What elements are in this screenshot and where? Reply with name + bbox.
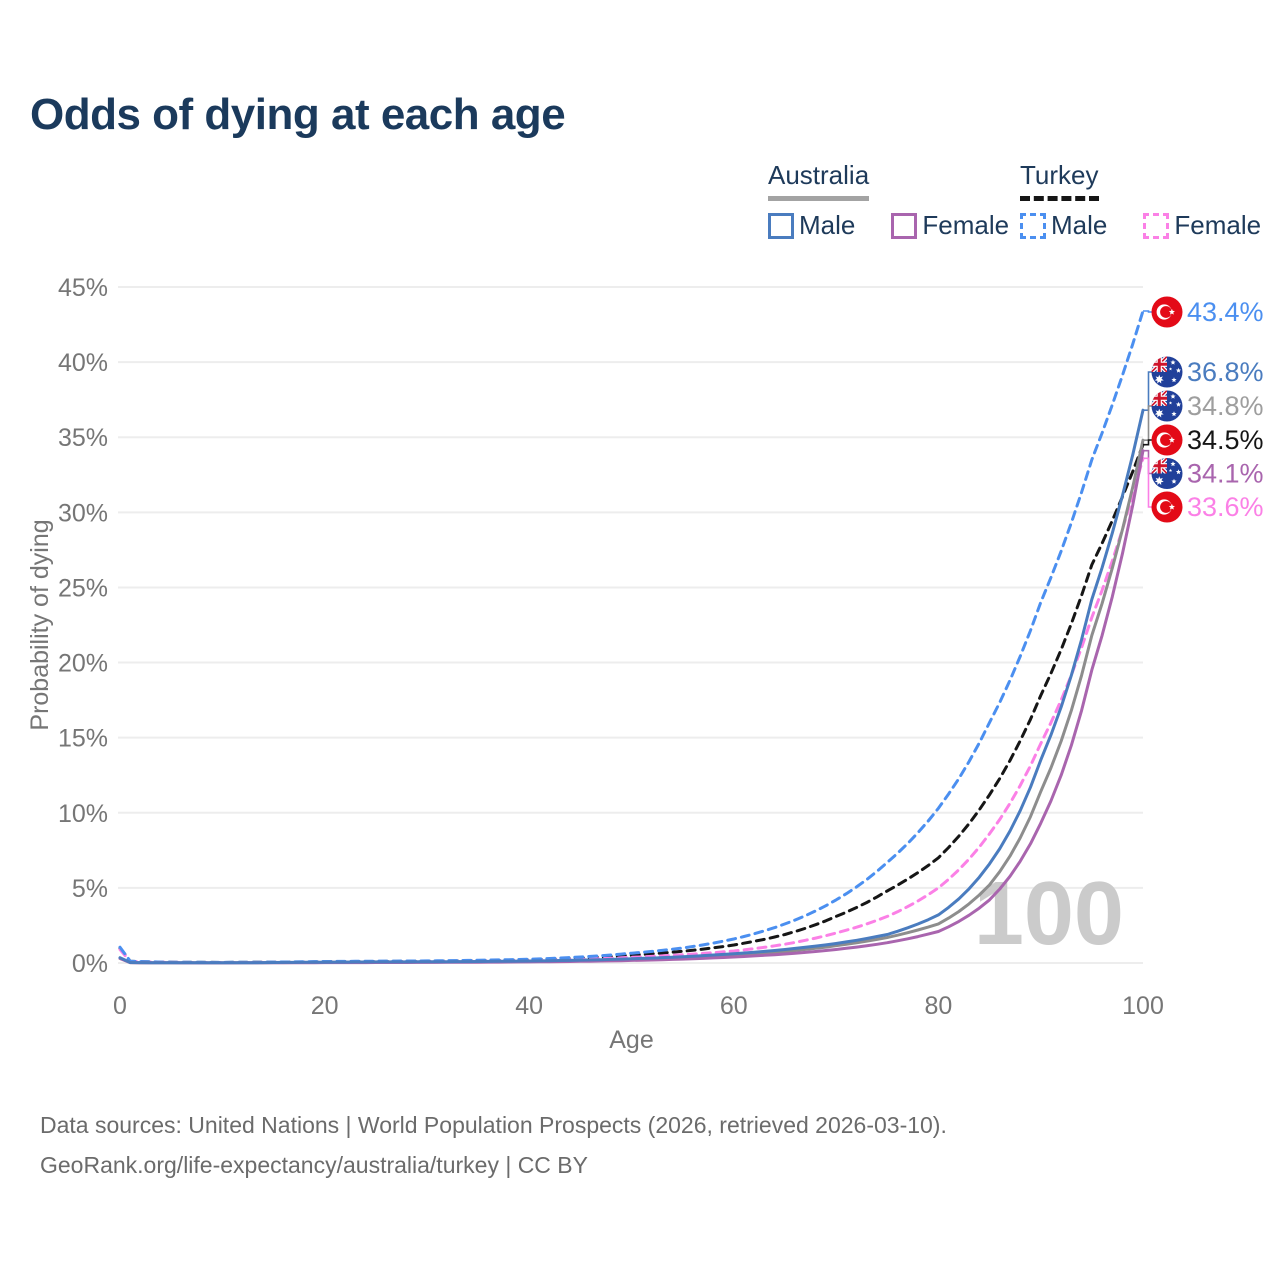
legend-australia: Australia Male Female <box>768 160 1009 241</box>
end-label-value-australia_total: 34.8% <box>1187 391 1264 421</box>
end-label-connector-australia_total <box>1143 405 1154 441</box>
legend-item-turkey-male[interactable]: Male <box>1020 210 1107 241</box>
legend-turkey: Turkey Male Female <box>1020 160 1261 241</box>
end-label-value-australia_female: 34.1% <box>1187 459 1264 489</box>
page-title: Odds of dying at each age <box>30 90 566 139</box>
series-line-australia_total[interactable] <box>118 438 1145 965</box>
end-label-value-turkey_female: 33.6% <box>1187 492 1264 522</box>
age-counter-watermark: 100 <box>974 864 1124 964</box>
australia-female-swatch-icon <box>891 212 918 239</box>
end-label-turkey_male[interactable]: 43.4% <box>1151 296 1264 328</box>
footer-attribution-link[interactable]: GeoRank.org/life-expectancy/australia/tu… <box>40 1152 588 1178</box>
end-label-australia_male[interactable]: 36.8% <box>1151 356 1264 388</box>
turkey-flag-icon <box>1151 424 1183 456</box>
end-label-value-australia_male: 36.8% <box>1187 357 1264 387</box>
y-tick-label: 30% <box>58 499 108 527</box>
y-tick-label: 0% <box>72 950 108 978</box>
turkey-flag-icon <box>1151 491 1183 523</box>
legend-label-turkey-female: Female <box>1174 210 1262 240</box>
australia-flag-icon <box>1151 458 1183 489</box>
legend-item-turkey-female[interactable]: Female <box>1143 210 1261 241</box>
turkey-male-swatch-icon <box>1020 212 1046 239</box>
y-tick-label: 35% <box>58 424 108 452</box>
end-label-turkey_female[interactable]: 33.6% <box>1151 491 1264 523</box>
x-tick-label: 20 <box>311 992 339 1020</box>
legend-item-australia-male[interactable]: Male <box>768 210 855 241</box>
legend-label-australia-female: Female <box>922 210 1010 240</box>
end-label-value-turkey_total: 34.5% <box>1187 425 1264 455</box>
x-tick-label: 60 <box>720 992 748 1020</box>
end-label-connector-turkey_male <box>1143 310 1154 313</box>
legend-turkey-row: Male Female <box>1020 210 1261 241</box>
legend-label-turkey-male: Male <box>1051 210 1108 240</box>
end-label-connector-turkey_total <box>1143 439 1154 446</box>
x-tick-label: 0 <box>113 992 127 1020</box>
y-axis-title: Probability of dying <box>26 519 54 730</box>
legend-turkey-header: Turkey <box>1020 160 1099 201</box>
legend-label-australia-male: Male <box>799 210 856 240</box>
y-tick-label: 20% <box>58 650 108 678</box>
footer: Data sources: United Nations | World Pop… <box>40 1105 947 1185</box>
series-line-turkey_male[interactable] <box>118 309 1145 964</box>
x-tick-label: 80 <box>924 992 952 1020</box>
y-tick-label: 10% <box>58 800 108 828</box>
turkey-flag-icon <box>1151 296 1183 328</box>
end-label-australia_total[interactable]: 34.8% <box>1151 390 1264 422</box>
legend-australia-row: Male Female <box>768 210 1009 241</box>
australia-flag-icon <box>1151 356 1183 388</box>
y-tick-label: 40% <box>58 349 108 377</box>
australia-flag-icon <box>1151 390 1183 422</box>
end-label-connector-turkey_female <box>1143 457 1154 508</box>
y-tick-label: 15% <box>58 725 108 753</box>
end-label-connector-australia_male <box>1143 371 1154 411</box>
x-tick-label: 40 <box>515 992 543 1020</box>
footer-data-sources: Data sources: United Nations | World Pop… <box>40 1112 947 1138</box>
series-line-australia_male[interactable] <box>118 408 1145 965</box>
end-label-australia_female[interactable]: 34.1% <box>1151 458 1264 489</box>
x-tick-label: 100 <box>1122 992 1164 1020</box>
australia-male-swatch-icon <box>768 212 794 239</box>
legend-australia-header: Australia <box>768 160 870 201</box>
turkey-female-swatch-icon <box>1143 212 1170 239</box>
end-label-value-turkey_male: 43.4% <box>1187 297 1264 327</box>
y-tick-label: 25% <box>58 574 108 602</box>
legend-item-australia-female[interactable]: Female <box>891 210 1009 241</box>
end-label-turkey_total[interactable]: 34.5% <box>1151 424 1264 456</box>
y-tick-label: 5% <box>72 875 108 903</box>
y-tick-label: 45% <box>58 274 108 302</box>
x-axis-title: Age <box>609 1026 653 1054</box>
